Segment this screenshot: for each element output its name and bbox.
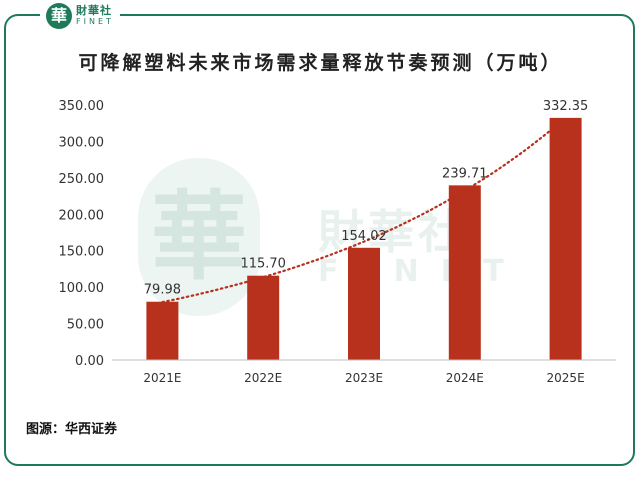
- y-tick-label: 50.00: [67, 318, 104, 333]
- brand-name-en: FINET: [76, 17, 114, 26]
- bar: [146, 301, 179, 360]
- brand-header: 華 財華社 FINET: [40, 2, 120, 30]
- brand-text: 財華社 FINET: [76, 5, 114, 27]
- x-tick-label: 2025E: [547, 371, 585, 385]
- trendline: [161, 116, 567, 304]
- bars: [146, 117, 582, 360]
- y-tick-label: 0.00: [75, 354, 104, 369]
- chart-title: 可降解塑料未来市场需求量释放节奏预测（万吨）: [78, 52, 563, 74]
- bar: [348, 247, 380, 360]
- data-label: 332.35: [543, 99, 589, 114]
- bar: [448, 185, 481, 360]
- chart-frame: [4, 14, 635, 466]
- source-note: 图源：华西证券: [26, 422, 118, 437]
- watermark-name-cn: 財華社: [318, 205, 468, 259]
- y-tick-label: 300.00: [59, 135, 105, 150]
- x-tick-label: 2023E: [345, 371, 383, 385]
- y-tick-label: 250.00: [59, 172, 105, 187]
- data-labels: 79.98 115.70 154.02 239.71 332.35: [144, 99, 589, 298]
- y-tick-label: 100.00: [59, 281, 105, 296]
- brand-name-cn: 財華社: [76, 4, 112, 17]
- data-label: 79.98: [144, 283, 181, 298]
- x-tick-label: 2024E: [446, 371, 484, 385]
- x-axis: 2021E 2022E 2023E 2024E 2025E: [112, 359, 616, 385]
- bar: [247, 275, 280, 360]
- brand-logo-icon: 華: [46, 3, 72, 29]
- watermark-logo-icon: 華: [138, 158, 260, 316]
- x-tick-label: 2021E: [143, 371, 181, 385]
- y-axis: 0.00 50.00 100.00 150.00 200.00 250.00 300.00 3…: [59, 99, 105, 369]
- data-label: 154.02: [341, 229, 387, 244]
- bar: [549, 117, 582, 360]
- y-tick-label: 350.00: [59, 99, 105, 114]
- y-tick-label: 200.00: [59, 208, 105, 223]
- x-tick-label: 2022E: [244, 371, 282, 385]
- y-tick-label: 150.00: [59, 245, 105, 260]
- trendline-path: [161, 116, 567, 304]
- data-label: 239.71: [442, 166, 488, 181]
- data-label: 115.70: [240, 257, 286, 272]
